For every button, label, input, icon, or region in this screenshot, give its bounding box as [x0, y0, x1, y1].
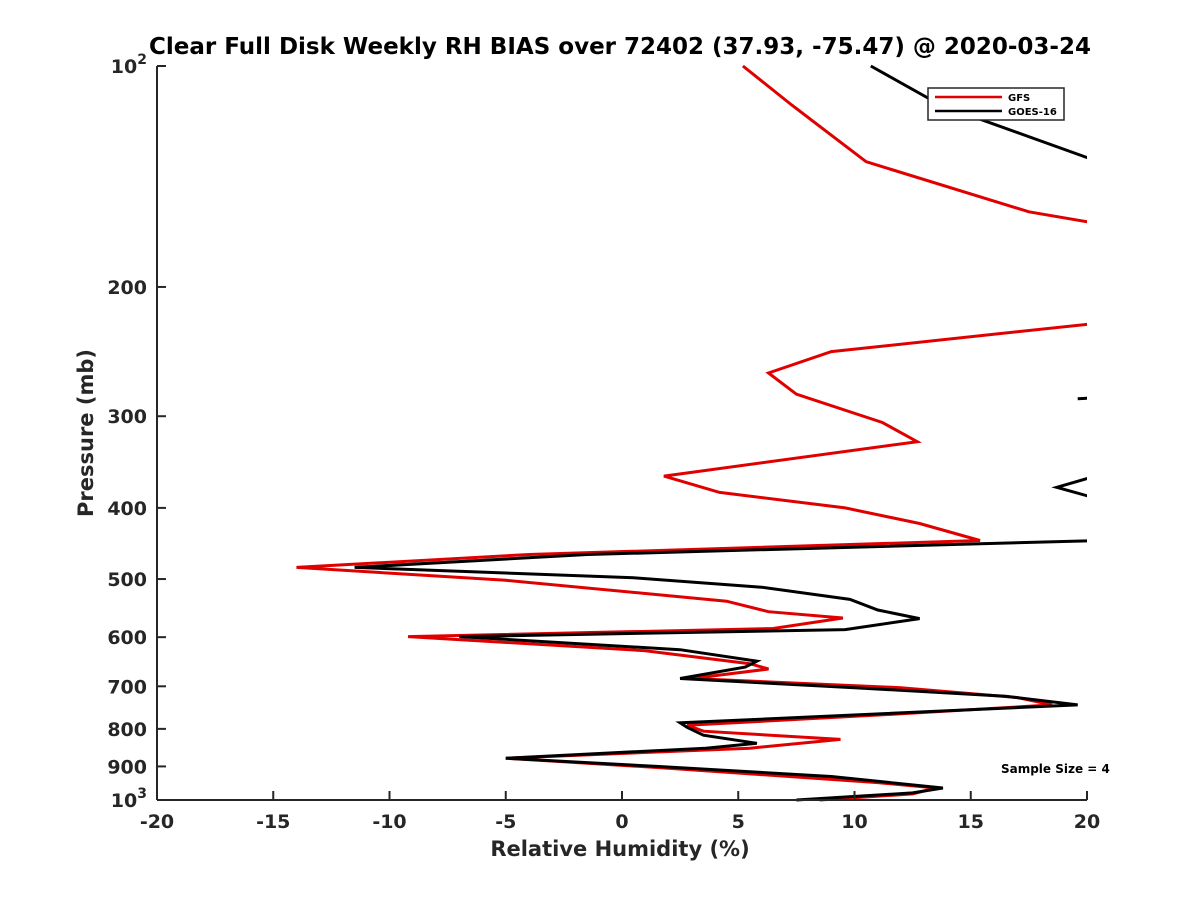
x-tick-label: 10: [841, 811, 867, 833]
y-tick-label: 600: [107, 627, 147, 649]
y-tick-label: 400: [107, 498, 147, 520]
series-goes-16-line-3: [1051, 476, 1087, 498]
y-tick-label: 103: [111, 786, 147, 812]
y-tick-label: 102: [111, 52, 147, 78]
x-tick-label: -5: [495, 811, 516, 833]
series-goes-16-line-2: [1077, 396, 1087, 401]
x-tick-label: 5: [732, 811, 745, 833]
y-tick-label: 900: [107, 756, 147, 778]
sample-size-annotation: Sample Size = 4: [1001, 762, 1110, 776]
y-tick-label: 700: [107, 676, 147, 698]
x-tick-label: 20: [1074, 811, 1100, 833]
x-axis-label: Relative Humidity (%): [490, 837, 749, 861]
chart-title: Clear Full Disk Weekly RH BIAS over 7240…: [149, 34, 1091, 60]
x-tick-label: 0: [615, 811, 628, 833]
series-gfs-line-1: [741, 64, 1087, 224]
legend: GFS GOES-16: [927, 87, 1065, 121]
y-axis-label: Pressure (mb): [74, 349, 98, 517]
x-tick-label: -20: [140, 811, 174, 833]
legend-label: GFS: [1008, 93, 1030, 104]
axes: -20 -15 -10 -5 0 5 10 15 20 102 200 300 400 500 600 700…: [107, 52, 1100, 833]
annotations: Sample Size = 4: [1001, 762, 1110, 776]
series-goes-16-line-4: [354, 539, 1087, 802]
y-tick-label: 500: [107, 569, 147, 591]
x-tick-label: 15: [958, 811, 984, 833]
series-gfs-line-2: [296, 322, 1087, 802]
legend-box: [927, 87, 1065, 121]
legend-label: GOES-16: [1008, 107, 1057, 118]
x-tick-label: -10: [372, 811, 406, 833]
x-tick-label: -15: [256, 811, 290, 833]
y-tick-label: 300: [107, 406, 147, 428]
plot-area: [157, 66, 1087, 800]
y-tick-label: 800: [107, 719, 147, 741]
y-tick-label: 200: [107, 277, 147, 299]
